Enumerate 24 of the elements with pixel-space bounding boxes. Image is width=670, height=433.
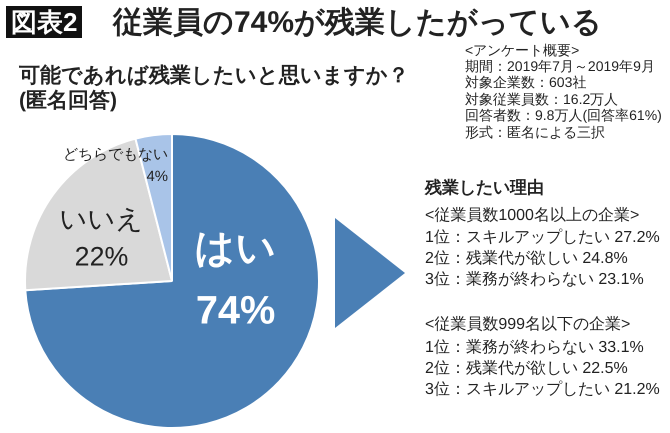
text: 回答者数：9.8万人(回答率61%) [465, 106, 662, 124]
text: <アンケート概要> [465, 41, 580, 59]
text: 1位：業務が終わらない 33.1% [425, 338, 644, 358]
text: 1位：スキルアップしたい 27.2% [425, 228, 660, 248]
text: 3位：業務が終わらない 23.1% [425, 270, 644, 290]
text: <従業員数999名以下の企業> [425, 315, 630, 335]
slice-label: はい [194, 226, 277, 270]
text: 対象従業員数：16.2万人 [465, 90, 618, 108]
text: 3位：スキルアップしたい 21.2% [425, 380, 660, 400]
text: 残業したい理由 [425, 176, 544, 198]
text: 対象企業数：603社 [465, 73, 586, 91]
chart-title: 従業員の74%が残業したがっている [113, 5, 602, 41]
text: 2位：残業代が欲しい 22.5% [425, 359, 628, 379]
text: 形式：匿名による三択 [465, 123, 605, 141]
slice-label: どちらでもない [63, 146, 168, 163]
text: 2位：残業代が欲しい 24.8% [425, 249, 628, 269]
text: <従業員数1000名以上の企業> [425, 206, 640, 226]
data-label: 4% [146, 168, 168, 185]
data-label: 74% [196, 288, 276, 333]
text: 図表2 [6, 6, 82, 38]
chart-subtitle: 可能であれば残業したいと思いますか？ (匿名回答) [19, 63, 409, 114]
data-label: 22% [74, 242, 128, 272]
slice-label: いいえ [59, 204, 144, 234]
text: 期間：2019年7月～2019年9月 [465, 57, 655, 75]
